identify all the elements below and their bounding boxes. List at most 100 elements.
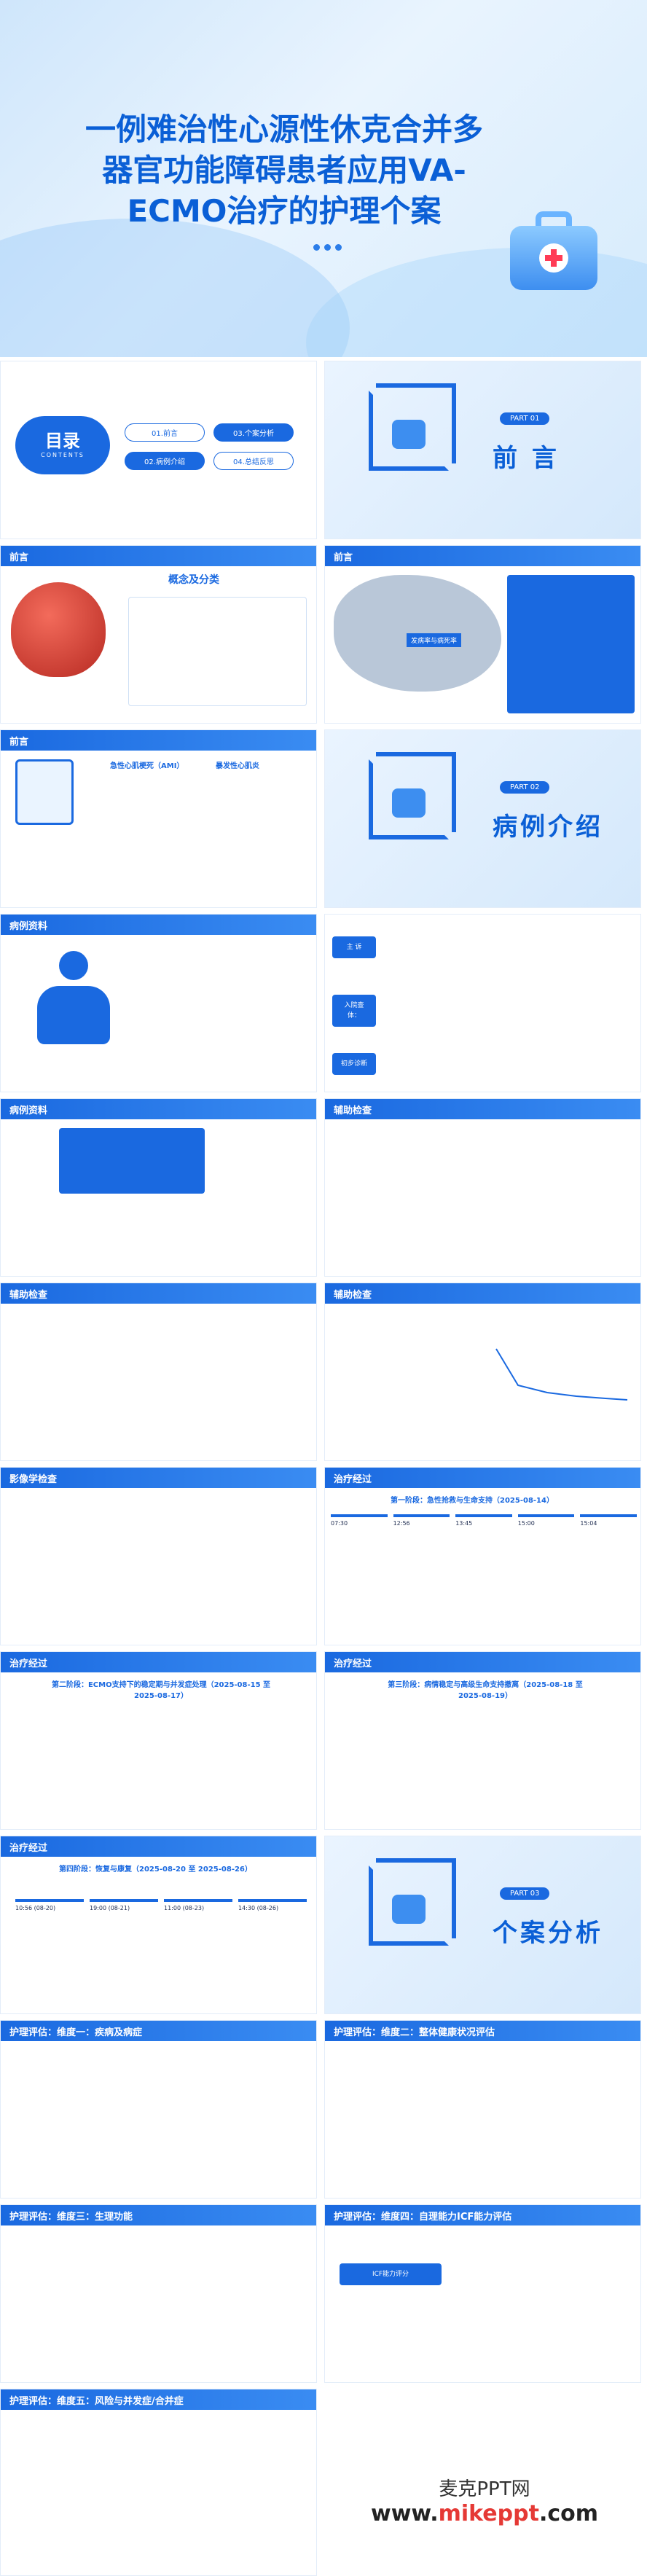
toc-title-box: 目录 CONTENTS: [15, 416, 110, 474]
case-slide-1: 病例资料: [0, 914, 317, 1092]
slide-header-text: 辅助检查: [334, 1105, 372, 1116]
slide-header: 护理评估：维度三：生理功能: [1, 2205, 316, 2225]
section-title: 个案分析: [493, 1919, 603, 1948]
slide-header: 治疗经过: [1, 1836, 316, 1857]
cover-title-line: 一例难治性心源性休克合并多: [85, 111, 483, 147]
label: 急性心肌梗死（AMI）: [110, 762, 184, 770]
hourglass-icon: [15, 759, 74, 825]
label: 暴发性心肌炎: [216, 762, 259, 770]
timeline-node: 19:00 (08-21): [90, 1899, 158, 1911]
frame-decoration: [369, 391, 449, 471]
part-tag: PART 01: [500, 412, 550, 425]
cover-slide: 一例难治性心源性休克合并多 器官功能障碍患者应用VA- ECMO治疗的护理个案: [0, 0, 647, 357]
score-label: ICF能力评分: [340, 2263, 442, 2285]
slide-header-text: 治疗经过: [334, 1473, 372, 1485]
eval-slide-4: 护理评估：维度四：自理能力ICF能力评估 ICF能力评分: [324, 2204, 641, 2383]
foreword-slide-3: 前言 急性心肌梗死（AMI） 暴发性心肌炎: [0, 729, 317, 908]
toc-slide: 目录 CONTENTS 01.前言 03.个案分析 02.病例介绍 04.总结反…: [0, 361, 317, 539]
slide-header-text: 病例资料: [9, 920, 48, 932]
slide-header: 前言: [1, 730, 316, 751]
foreword-slide-1: 前言 概念及分类: [0, 545, 317, 724]
slide-header-text: 治疗经过: [9, 1658, 48, 1669]
timeline-node: 15:04: [580, 1514, 637, 1527]
eval-slide-3: 护理评估：维度三：生理功能: [0, 2204, 317, 2383]
slide-header: 辅助检查: [1, 1283, 316, 1304]
heart-image: [11, 582, 106, 677]
section-slide-part03: PART 03 个案分析: [324, 1836, 641, 2014]
text-box: [128, 597, 307, 706]
timeline-node: 12:56: [393, 1514, 450, 1527]
slide-header-text: 护理评估：维度四：自理能力ICF能力评估: [334, 2211, 512, 2223]
frame-decoration: [376, 1858, 456, 1938]
trend-chart: [495, 1348, 628, 1401]
map-label: 发病率与病死率: [407, 633, 462, 647]
timeline-node: 11:00 (08-23): [164, 1899, 232, 1911]
case-slide-3: 病例资料: [0, 1098, 317, 1277]
medical-kit-icon: [510, 211, 597, 291]
toc-items: 01.前言 03.个案分析 02.病例介绍 04.总结反思: [125, 423, 294, 470]
slide-subtitle: 概念及分类: [168, 574, 219, 586]
person-icon: [30, 951, 117, 1053]
course-slide-4: 治疗经过 第四阶段：恢复与康复（2025-08-20 至 2025-08-26）…: [0, 1836, 317, 2014]
section-slide-part01: PART 01 前 言: [324, 361, 641, 539]
case-slide-2: 主 诉 入院查体： 初步诊断: [324, 914, 641, 1092]
slide-header: 影像学检查: [1, 1468, 316, 1488]
part-tag: PART 03: [500, 1887, 550, 1900]
slide-header-text: 前言: [9, 552, 29, 563]
slide-header-text: 病例资料: [9, 1105, 48, 1116]
tag: 主 诉: [332, 936, 376, 958]
toc-item[interactable]: 04.总结反思: [213, 452, 294, 470]
timeline-node: 14:30 (08-26): [238, 1899, 307, 1911]
toc-subtitle: CONTENTS: [41, 452, 85, 458]
slide-header: 护理评估：维度一：疾病及病症: [1, 2021, 316, 2041]
section-title: 前 言: [493, 444, 560, 473]
course-slide-2: 治疗经过 第二阶段：ECMO支持下的稳定期与并发症处理（2025-08-15 至…: [0, 1651, 317, 1830]
timeline-node: 15:00: [517, 1514, 575, 1527]
text-box: [507, 575, 635, 713]
slide-header-text: 护理评估：维度一：疾病及病症: [9, 2027, 143, 2038]
site-url[interactable]: www.mikeppt.com: [332, 2501, 638, 2526]
medical-kit-icon: [392, 420, 426, 449]
eval-slide-5: 护理评估：维度五：风险与并发症/合并症: [0, 2389, 317, 2576]
timeline-node: 13:45: [455, 1514, 512, 1527]
slide-header: 护理评估：维度五：风险与并发症/合并症: [1, 2389, 316, 2410]
timeline-node: 07:30: [331, 1514, 388, 1527]
frame-decoration: [376, 383, 456, 463]
eval-slide-2: 护理评估：维度二：整体健康状况评估: [324, 2020, 641, 2199]
site-watermark: 麦克PPT网 www.mikeppt.com: [332, 2474, 638, 2526]
aux-slide-3: 辅助检查: [324, 1283, 641, 1461]
aux-slide-2: 辅助检查: [0, 1283, 317, 1461]
slide-header-text: 护理评估：维度五：风险与并发症/合并症: [9, 2395, 184, 2407]
frame-decoration: [369, 1866, 449, 1946]
cover-title-line: 器官功能障碍患者应用VA-: [102, 152, 466, 188]
cover-dots: [313, 244, 342, 251]
foreword-slide-2: 前言 发病率与病死率: [324, 545, 641, 724]
frame-decoration: [376, 752, 456, 832]
slide-header-text: 辅助检查: [334, 1289, 372, 1301]
cover-wave: [0, 219, 350, 357]
toc-item[interactable]: 03.个案分析: [213, 423, 294, 442]
slide-header: 治疗经过: [325, 1652, 640, 1672]
trend-line: [495, 1348, 628, 1401]
aux-slide-1: 辅助检查: [324, 1098, 641, 1277]
slide-header-text: 前言: [9, 736, 29, 748]
course-slide-1: 治疗经过 第一阶段：急性抢救与生命支持（2025-08-14） 07:30 12…: [324, 1467, 641, 1645]
slide-header: 治疗经过: [1, 1652, 316, 1672]
slide-header: 病例资料: [1, 915, 316, 935]
timeline: 10:56 (08-20) 19:00 (08-21) 11:00 (08-23…: [15, 1899, 307, 1911]
slide-header-text: 前言: [334, 552, 353, 563]
toc-item[interactable]: 02.病例介绍: [125, 452, 205, 470]
text-box: [59, 1128, 205, 1194]
frame-decoration: [369, 759, 449, 839]
slide-header: 护理评估：维度四：自理能力ICF能力评估: [325, 2205, 640, 2225]
slide-header: 治疗经过: [325, 1468, 640, 1488]
slide-header-text: 治疗经过: [334, 1658, 372, 1669]
slide-header-text: 护理评估：维度三：生理功能: [9, 2211, 133, 2223]
cover-title: 一例难治性心源性休克合并多 器官功能障碍患者应用VA- ECMO治疗的护理个案: [58, 109, 510, 232]
slide-header: 辅助检查: [325, 1099, 640, 1119]
toc-item[interactable]: 01.前言: [125, 423, 205, 442]
stage-title: 第二阶段：ECMO支持下的稳定期与并发症处理（2025-08-15 至 2025…: [51, 1681, 271, 1700]
site-url-brand: mikeppt: [438, 2501, 539, 2526]
slide-header: 护理评估：维度二：整体健康状况评估: [325, 2021, 640, 2041]
medical-kit-icon: [392, 788, 426, 818]
